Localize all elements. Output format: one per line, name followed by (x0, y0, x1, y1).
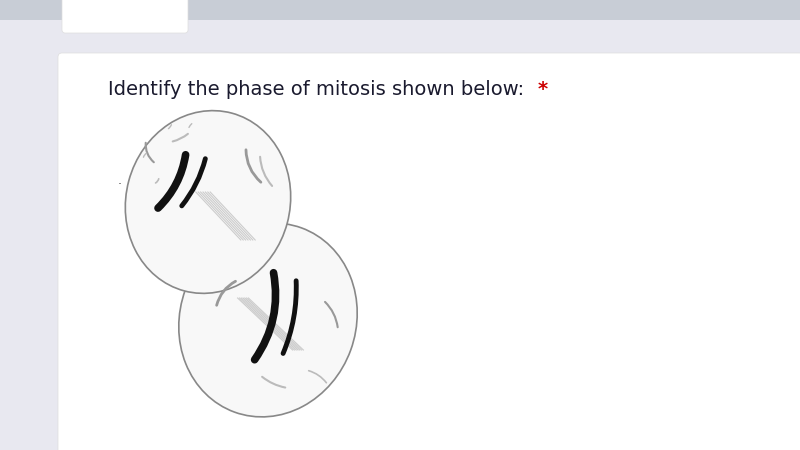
Bar (0, 0, 800, 20)
Text: ·: · (118, 179, 122, 192)
Text: Identify the phase of mitosis shown below:: Identify the phase of mitosis shown belo… (108, 80, 530, 99)
Text: *: * (538, 80, 548, 99)
Bar (0, 445, 800, 450)
Ellipse shape (126, 111, 290, 293)
FancyBboxPatch shape (62, 0, 188, 33)
Ellipse shape (178, 223, 358, 417)
FancyBboxPatch shape (0, 0, 800, 55)
Bar (0, 0, 65, 450)
FancyBboxPatch shape (58, 53, 800, 450)
